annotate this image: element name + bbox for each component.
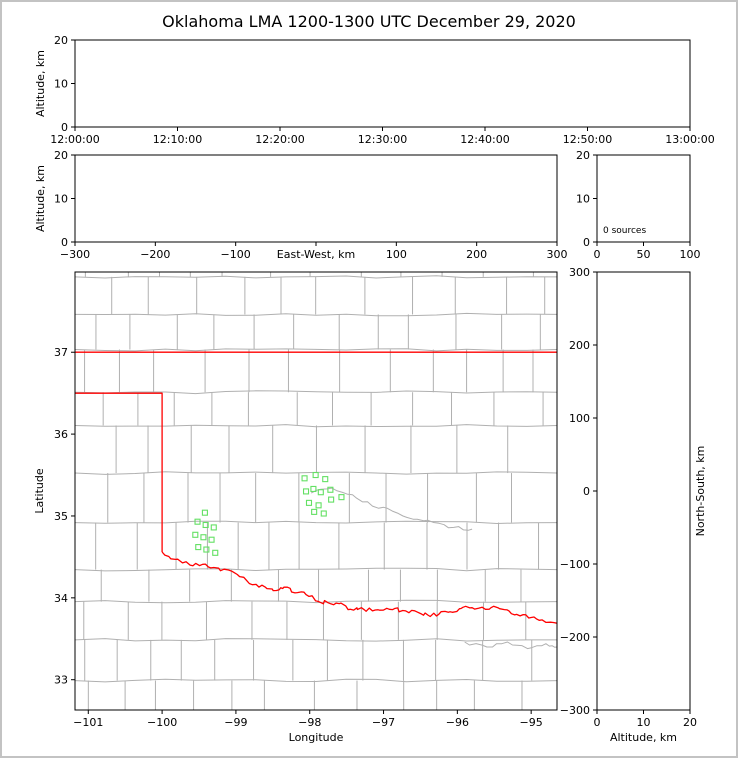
svg-text:−300: −300 [60,248,90,261]
lma-station-marker [311,508,318,515]
lma-station-marker [310,485,317,493]
lma-station-marker [317,489,324,496]
svg-text:Altitude, km: Altitude, km [34,165,47,232]
svg-text:37: 37 [54,346,68,359]
ns-height-panel: 300 200 100 0 −100 −200 −300 0 10 20 Altitude, km N… [560,266,707,744]
svg-text:20: 20 [54,34,68,47]
lma-station-marker [201,509,208,516]
lma-station-marker [302,488,310,495]
svg-text:−200: −200 [560,631,590,644]
svg-text:−100: −100 [560,558,590,571]
lma-station-marker [210,524,217,531]
time-height-panel: 0 10 20 12:00:00 12:10:00 12:20:00 12:30:00 12:… [34,34,715,146]
svg-text:Latitude: Latitude [33,468,46,514]
svg-text:300: 300 [547,248,568,261]
svg-text:−97: −97 [372,716,395,729]
svg-text:300: 300 [569,266,590,279]
sources-count-label: 0 sources [603,226,646,236]
svg-text:East-West, km: East-West, km [277,248,355,261]
state-boundary-layer [75,351,557,624]
lma-station-marker [301,475,308,482]
altitude-histogram-panel: 0 10 20 0 50 100 0 sources [576,149,701,261]
svg-text:−96: −96 [446,716,469,729]
svg-text:20: 20 [54,149,68,162]
svg-text:200: 200 [466,248,487,261]
svg-text:0: 0 [61,121,68,134]
svg-text:10: 10 [54,193,68,206]
svg-text:10: 10 [637,716,651,729]
svg-text:100: 100 [680,248,701,261]
lma-station-marker [194,518,201,525]
county-boundaries-layer [75,272,557,710]
svg-text:20: 20 [683,716,697,729]
svg-text:0: 0 [61,236,68,249]
lma-station-marker [200,534,207,541]
svg-text:−98: −98 [298,716,321,729]
svg-text:0: 0 [594,716,601,729]
svg-text:10: 10 [54,78,68,91]
svg-text:−100: −100 [147,716,177,729]
svg-text:20: 20 [576,149,590,162]
svg-text:12:00:00: 12:00:00 [50,133,99,146]
svg-text:12:50:00: 12:50:00 [563,133,612,146]
svg-text:10: 10 [576,193,590,206]
lma-station-marker [203,546,210,553]
svg-text:200: 200 [569,339,590,352]
lma-station-marker [305,499,313,506]
svg-text:Longitude: Longitude [289,731,344,744]
map-layers [75,272,557,710]
figure-title: Oklahoma LMA 1200-1300 UTC December 29, … [162,12,576,31]
plot-panels: 0 10 20 12:00:00 12:10:00 12:20:00 12:30:00 12:… [33,34,715,744]
lma-station-marker [327,486,334,493]
svg-text:0: 0 [583,485,590,498]
lma-station-marker [338,494,345,501]
lma-station-marker [328,496,335,503]
svg-text:0: 0 [594,248,601,261]
lma-station-marker [312,471,319,479]
lma-station-marker [208,536,215,543]
plan-view-map-panel: 33 34 35 36 37 −101 −100 −99 −98 −97 −96 −95 Longitu… [33,271,558,744]
svg-text:−200: −200 [140,248,170,261]
svg-text:33: 33 [54,674,68,687]
svg-text:12:30:00: 12:30:00 [358,133,407,146]
svg-text:35: 35 [54,510,68,523]
svg-text:−300: −300 [560,704,590,717]
svg-text:13:00:00: 13:00:00 [665,133,714,146]
svg-text:12:20:00: 12:20:00 [255,133,304,146]
lma-station-marker [212,549,219,556]
svg-text:100: 100 [569,412,590,425]
svg-text:−99: −99 [224,716,247,729]
lma-station-marker [315,502,322,509]
river-lines-layer [310,487,557,650]
svg-text:−101: −101 [73,716,103,729]
ew-height-panel: 0 10 20 −300 −200 −100 100 200 300 East-West, km A… [34,149,568,261]
svg-text:50: 50 [637,248,651,261]
lma-station-marker [195,544,202,551]
lma-station-marker [322,476,329,483]
svg-text:36: 36 [54,428,68,441]
svg-text:Altitude, km: Altitude, km [610,731,677,744]
svg-text:12:40:00: 12:40:00 [460,133,509,146]
svg-text:−100: −100 [221,248,251,261]
lma-station-marker [192,531,199,538]
svg-text:Altitude, km: Altitude, km [34,50,47,117]
svg-text:0: 0 [583,236,590,249]
svg-text:34: 34 [54,592,68,605]
lma-stations-layer [192,471,345,556]
lma-station-marker [320,510,327,517]
svg-text:North-South, km: North-South, km [694,446,707,537]
svg-text:12:10:00: 12:10:00 [153,133,202,146]
svg-text:100: 100 [386,248,407,261]
svg-text:−95: −95 [520,716,543,729]
lma-station-marker [202,521,209,529]
